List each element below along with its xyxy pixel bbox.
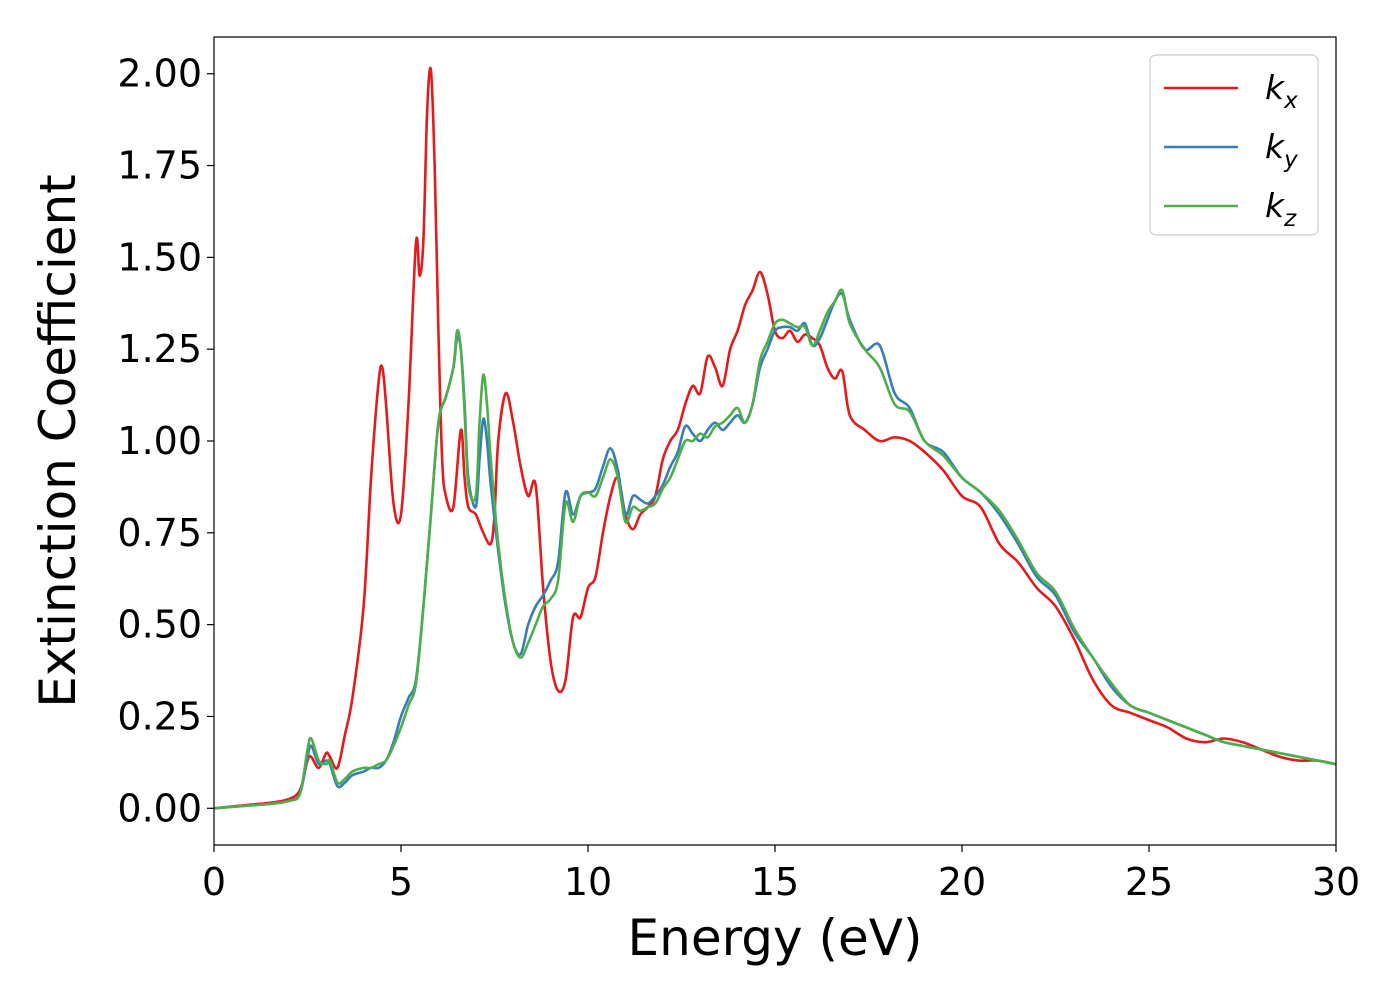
y-tick-label: 2.00 [117, 52, 202, 96]
y-axis-label: Extinction Coefficient [29, 174, 87, 708]
y-tick-label: 1.25 [117, 327, 202, 371]
series-line-z [214, 288, 1336, 810]
y-tick-label: 1.75 [117, 144, 202, 188]
y-tick-label: 0.25 [117, 694, 202, 738]
y-tick-label: 1.50 [117, 235, 202, 279]
x-tick-label: 15 [751, 860, 799, 904]
x-tick-label: 30 [1312, 860, 1360, 904]
x-axis: 0 5 10 15 20 25 30 [202, 845, 1360, 904]
series-line-y [214, 292, 1336, 810]
legend-box [1149, 54, 1319, 236]
y-tick-label: 0.75 [117, 511, 202, 555]
x-tick-label: 10 [564, 860, 612, 904]
x-tick-label: 20 [938, 860, 986, 904]
y-tick-label: 0.00 [117, 786, 202, 830]
x-tick-label: 5 [389, 860, 413, 904]
x-axis-label: Energy (eV) [628, 909, 923, 967]
legend-label-z: kz [1265, 186, 1297, 232]
x-tick-label: 25 [1125, 860, 1173, 904]
series-layer [214, 66, 1336, 810]
y-tick-label: 0.50 [117, 603, 202, 647]
y-axis: 0.00 0.25 0.50 0.75 1.00 1.25 1.50 1.75 2.00 [117, 52, 214, 830]
x-tick-label: 0 [202, 860, 226, 904]
legend: kx ky kz [1149, 54, 1319, 236]
legend-label-y: ky [1265, 127, 1298, 173]
y-tick-label: 1.00 [117, 419, 202, 463]
legend-label-x: kx [1265, 68, 1298, 114]
